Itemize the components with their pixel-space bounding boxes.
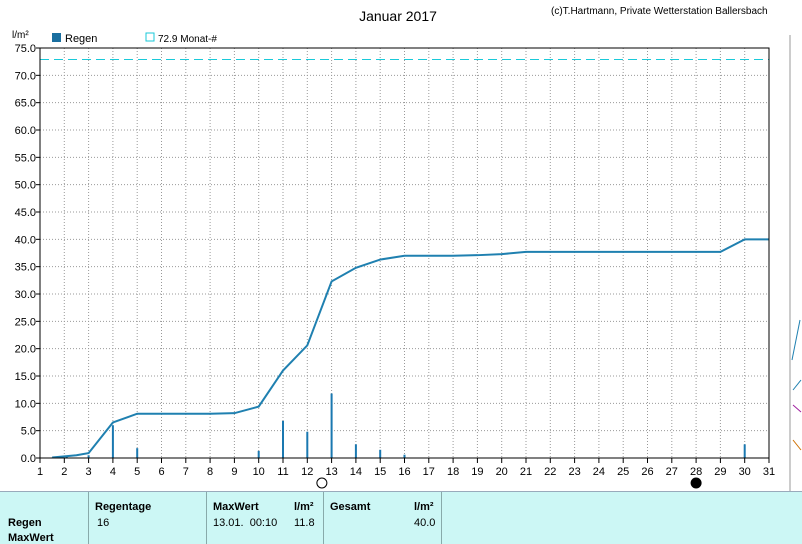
x-tick-label: 22 xyxy=(544,466,556,478)
x-tick-label: 5 xyxy=(134,466,140,478)
new-moon-icon xyxy=(690,477,702,489)
maxwert-date: 13.01. 00:10 xyxy=(213,517,278,529)
rain-bar xyxy=(257,450,260,458)
x-tick-label: 14 xyxy=(350,466,362,478)
x-tick-label: 24 xyxy=(593,466,605,478)
y-tick-label: 30.0 xyxy=(15,289,36,301)
rain-chart: Januar 2017 (c)T.Hartmann, Private Wette… xyxy=(12,6,802,491)
rain-bar xyxy=(379,449,382,458)
rain-bar xyxy=(136,448,139,458)
rain-bar xyxy=(354,444,357,458)
x-tick-label: 11 xyxy=(277,466,288,478)
rain-bar xyxy=(306,431,309,458)
x-tick-label: 8 xyxy=(207,466,213,478)
rain-bar xyxy=(743,444,746,458)
x-tick-label: 21 xyxy=(520,466,532,478)
chart-title: Januar 2017 xyxy=(359,8,437,24)
y-tick-label: 20.0 xyxy=(15,344,36,356)
x-tick-label: 17 xyxy=(423,466,435,478)
y-tick-label: 0.0 xyxy=(21,453,36,465)
legend: Regen 72.9 Monat-# xyxy=(52,32,217,45)
y-tick-label: 35.0 xyxy=(15,262,36,274)
y-axis: 0.0 5.0 10.0 15.0 20.0 25.0 30.0 35.0 40.0 45.0 50… xyxy=(15,43,40,465)
gesamt-header: Gesamt xyxy=(330,501,371,513)
y-tick-label: 70.0 xyxy=(15,70,36,82)
rain-bar xyxy=(330,393,333,458)
x-tick-label: 7 xyxy=(183,466,189,478)
x-tick-label: 10 xyxy=(253,466,265,478)
y-tick-label: 75.0 xyxy=(15,43,36,55)
y-tick-label: 25.0 xyxy=(15,316,36,328)
maxwert-value: 11.8 xyxy=(294,517,315,529)
row-label-maxwert: MaxWert xyxy=(8,532,54,544)
x-tick-label: 19 xyxy=(471,466,483,478)
x-tick-label: 26 xyxy=(641,466,653,478)
y-tick-label: 45.0 xyxy=(15,207,36,219)
gesamt-unit-header: l/m² xyxy=(414,501,434,513)
legend-monat-label: 72.9 Monat-# xyxy=(158,34,217,45)
x-tick-label: 9 xyxy=(231,466,237,478)
x-axis: 1 2 3 4 5 6 7 8 9 10 11 12 13 14 15 16 17 18 19 20 21 22 23 24 2… xyxy=(37,458,775,478)
gesamt-value: 40.0 xyxy=(414,517,436,529)
x-tick-label: 18 xyxy=(447,466,459,478)
summary-table: Regen MaxWert Regentage 16 MaxWert 13.01… xyxy=(0,491,802,544)
regentage-value: 16 xyxy=(97,517,110,529)
rain-bars xyxy=(51,393,746,458)
rain-bar xyxy=(111,425,114,458)
x-tick-label: 30 xyxy=(739,466,751,478)
x-tick-label: 15 xyxy=(374,466,386,478)
full-moon-icon xyxy=(316,477,328,489)
x-tick-label: 3 xyxy=(86,466,92,478)
x-tick-label: 2 xyxy=(61,466,67,478)
rain-bar xyxy=(87,455,90,458)
maxwert-header: MaxWert xyxy=(213,501,259,513)
x-tick-label: 27 xyxy=(666,466,678,478)
moon-markers xyxy=(316,477,702,489)
x-tick-label: 23 xyxy=(568,466,580,478)
y-tick-label: 10.0 xyxy=(15,398,36,410)
credit-text: (c)T.Hartmann, Private Wetterstation Bal… xyxy=(551,6,768,17)
x-tick-label: 13 xyxy=(325,466,337,478)
x-tick-label: 4 xyxy=(110,466,116,478)
regentage-header: Regentage xyxy=(95,501,152,513)
x-tick-label: 16 xyxy=(398,466,410,478)
rain-bar xyxy=(403,454,406,458)
x-tick-label: 20 xyxy=(496,466,508,478)
legend-monat-swatch xyxy=(145,32,155,42)
plot-frame xyxy=(39,47,770,459)
x-tick-label: 1 xyxy=(37,466,43,478)
x-tick-label: 31 xyxy=(763,466,775,478)
y-tick-label: 15.0 xyxy=(15,371,36,383)
y-tick-label: 65.0 xyxy=(15,98,36,110)
y-tick-label: 50.0 xyxy=(15,180,36,192)
legend-regen-swatch xyxy=(52,33,61,42)
x-tick-label: 25 xyxy=(617,466,629,478)
rain-bar xyxy=(65,456,68,458)
y-unit-label: l/m² xyxy=(12,30,29,41)
x-tick-label: 29 xyxy=(714,466,726,478)
x-tick-label: 28 xyxy=(690,466,702,478)
right-edge-clip xyxy=(789,35,802,491)
y-tick-label: 40.0 xyxy=(15,234,36,246)
cumulative-line xyxy=(52,238,769,459)
y-tick-label: 5.0 xyxy=(21,426,36,438)
maxwert-unit-header: l/m² xyxy=(294,501,314,513)
x-tick-label: 6 xyxy=(158,466,164,478)
grid xyxy=(40,48,769,458)
row-label-regen: Regen xyxy=(8,517,42,529)
y-tick-label: 55.0 xyxy=(15,152,36,164)
rain-bar xyxy=(282,420,284,458)
x-tick-label: 12 xyxy=(301,466,313,478)
legend-regen-label: Regen xyxy=(65,33,97,45)
y-tick-label: 60.0 xyxy=(15,125,36,137)
